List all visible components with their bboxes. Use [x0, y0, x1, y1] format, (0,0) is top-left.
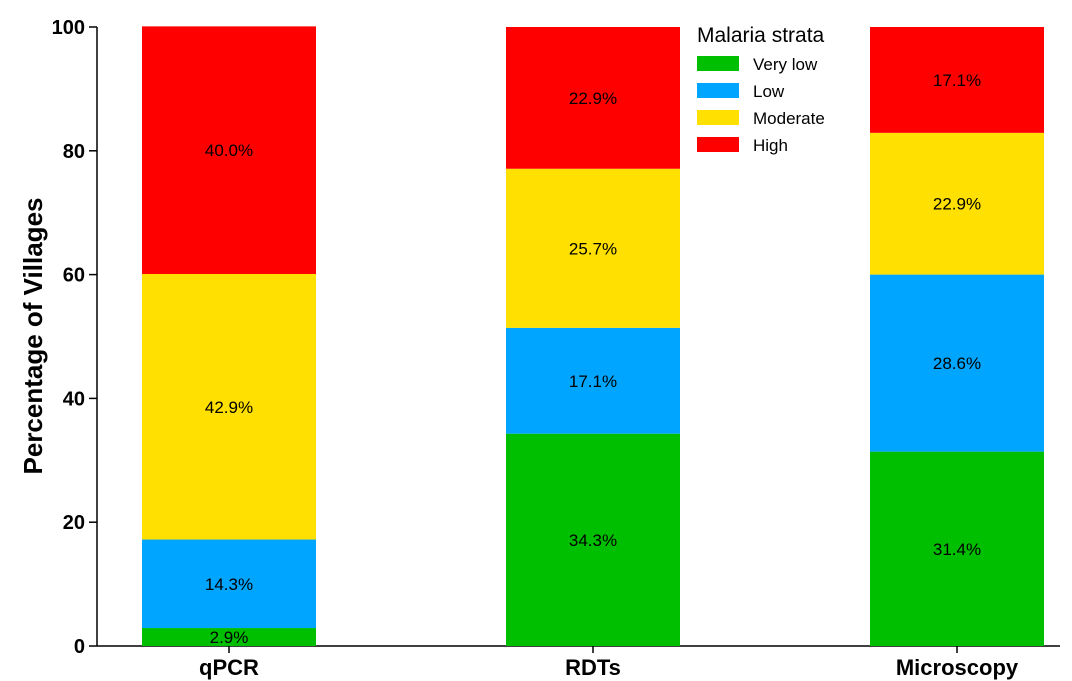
data-label: 14.3% — [205, 575, 253, 594]
bar-segment — [506, 168, 680, 328]
data-label: 22.9% — [569, 89, 617, 108]
data-label: 42.9% — [205, 398, 253, 417]
data-label: 34.3% — [569, 531, 617, 550]
y-tick-label: 60 — [63, 265, 85, 287]
legend-title: Malaria strata — [697, 24, 825, 47]
legend-swatch — [697, 137, 739, 152]
legend: Malaria strata Very low Low Moderate High — [697, 24, 825, 155]
y-axis-title: Percentage of Villages — [18, 198, 48, 475]
data-label: 31.4% — [933, 540, 981, 559]
legend-label: Moderate — [753, 109, 825, 128]
legend-swatch — [697, 83, 739, 98]
data-label: 40.0% — [205, 141, 253, 160]
data-label: 22.9% — [933, 195, 981, 214]
bar-segment — [142, 273, 316, 540]
legend-swatch — [697, 110, 739, 125]
data-label: 2.9% — [210, 628, 249, 647]
y-tick-label: 100 — [52, 17, 85, 39]
data-label: 17.1% — [933, 71, 981, 90]
y-tick-label: 80 — [63, 141, 85, 163]
y-tick-label: 0 — [74, 636, 85, 658]
legend-swatch — [697, 56, 739, 71]
bar-segment — [870, 274, 1044, 452]
legend-label: Very low — [753, 55, 818, 74]
bar-segment — [506, 27, 680, 169]
bar-segment — [506, 327, 680, 434]
y-tick-label: 20 — [63, 512, 85, 534]
y-tick-label: 40 — [63, 388, 85, 410]
data-label: 17.1% — [569, 372, 617, 391]
bar-segment — [870, 27, 1044, 133]
x-category-label: qPCR — [199, 655, 259, 680]
x-category-label: Microscopy — [896, 655, 1019, 680]
data-label: 25.7% — [569, 239, 617, 258]
bar-segment — [870, 132, 1044, 275]
bar-segment — [142, 539, 316, 629]
y-ticks: 0 20 40 60 80 100 — [52, 17, 97, 658]
legend-label: Low — [753, 82, 785, 101]
x-category-label: RDTs — [565, 655, 621, 680]
bar-segment — [142, 628, 316, 646]
bar-segment — [870, 451, 1044, 646]
bar-segment — [142, 26, 316, 274]
legend-label: High — [753, 136, 788, 155]
data-label: 28.6% — [933, 354, 981, 373]
bars: 2.9% 14.3% 42.9% 40.0% 34.3% 17.1% 25.7% 22.9% 3… — [142, 26, 1044, 647]
x-labels: qPCR RDTs Microscopy — [199, 646, 1019, 680]
bar-segment — [506, 433, 680, 646]
